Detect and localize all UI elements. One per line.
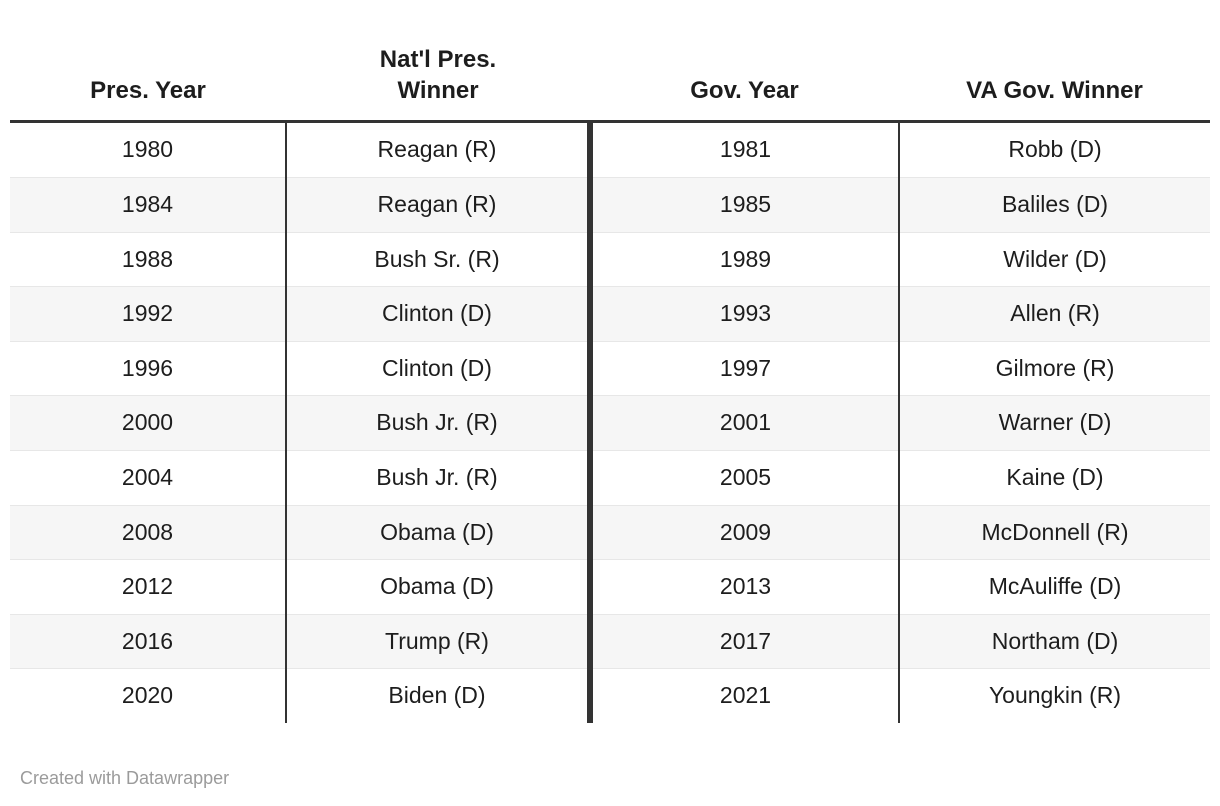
cell-gov-year: 2005 — [590, 449, 900, 506]
cell-gov-winner: Kaine (D) — [899, 449, 1210, 506]
cell-pres-year: 1980 — [10, 121, 287, 178]
cell-gov-winner: Warner (D) — [899, 395, 1210, 451]
cell-pres-year: 2020 — [10, 668, 287, 723]
header-row: Pres. Year Nat'l Pres. Winner Gov. Year … — [10, 0, 1210, 124]
cell-gov-winner: Baliles (D) — [899, 176, 1210, 233]
cell-pres-winner: Trump (R) — [286, 613, 593, 669]
cell-pres-year: 1988 — [10, 231, 287, 287]
cell-pres-year: 1992 — [10, 286, 287, 342]
cell-pres-winner: Reagan (R) — [286, 121, 593, 178]
cell-gov-winner: McDonnell (R) — [899, 504, 1210, 560]
table-row: 1984 Reagan (R) 1985 Baliles (D) — [10, 176, 1210, 233]
col-header-va-gov-winner: VA Gov. Winner — [899, 0, 1210, 124]
cell-gov-year: 2021 — [590, 668, 900, 723]
cell-pres-year: 2004 — [10, 449, 287, 506]
cell-gov-year: 1997 — [590, 340, 900, 396]
cell-gov-year: 2009 — [590, 504, 900, 560]
col-header-natl-pres-winner: Nat'l Pres. Winner — [286, 0, 590, 124]
table-row: 1988 Bush Sr. (R) 1989 Wilder (D) — [10, 231, 1210, 287]
cell-pres-year: 2000 — [10, 395, 287, 451]
cell-gov-winner: Robb (D) — [1008, 136, 1102, 163]
table-row: 2004 Bush Jr. (R) 2005 Kaine (D) — [10, 449, 1210, 506]
datawrapper-credit-link[interactable]: Created with Datawrapper — [20, 767, 230, 788]
cell-gov-year: 2001 — [590, 395, 900, 451]
cell-gov-winner: Youngkin (R) — [899, 668, 1210, 723]
table-body: 1980 Reagan (R) 1981 Robb (D) 1984 Reaga… — [10, 121, 1210, 723]
cell-pres-year: 1996 — [10, 340, 287, 396]
cell-pres-winner: Biden (D) — [286, 668, 593, 723]
col-header-pres-year: Pres. Year — [10, 0, 286, 124]
cell-pres-winner: Bush Jr. (R) — [286, 449, 593, 506]
col-header-gov-year: Gov. Year — [590, 0, 899, 124]
cell-gov-winner: Northam (D) — [899, 613, 1210, 669]
cell-gov-year: 1993 — [590, 286, 900, 342]
cell-pres-winner: Obama (D) — [286, 504, 593, 560]
cell-gov-year: 1981 — [590, 121, 900, 178]
cell-pres-winner: Clinton (D) — [286, 286, 593, 342]
cell-gov-year: 2013 — [590, 559, 900, 615]
cell-pres-winner: Reagan (R) — [286, 176, 593, 233]
cell-gov-winner: Allen (R) — [899, 286, 1210, 342]
cell-gov-winner: Gilmore (R) — [899, 340, 1210, 396]
table-row: 2016 Trump (R) 2017 Northam (D) — [10, 613, 1210, 669]
cell-gov-year: 1989 — [590, 231, 900, 287]
cell-gov-year: 2017 — [590, 613, 900, 669]
cell-pres-year: 2016 — [10, 613, 287, 669]
cell-gov-winner: Wilder (D) — [899, 231, 1210, 287]
table-row: 2000 Bush Jr. (R) 2001 Warner (D) — [10, 395, 1210, 451]
table-row: 1980 Reagan (R) 1981 Robb (D) — [10, 121, 1210, 178]
cell-pres-winner: Bush Jr. (R) — [286, 395, 593, 451]
cell-pres-winner: Clinton (D) — [286, 340, 593, 396]
table-row: 1992 Clinton (D) 1993 Allen (R) — [10, 286, 1210, 342]
election-comparison-table: Pres. Year Nat'l Pres. Winner Gov. Year … — [10, 0, 1210, 723]
cell-pres-winner: Obama (D) — [286, 559, 593, 615]
cell-pres-year: 2012 — [10, 559, 287, 615]
table-row: 2008 Obama (D) 2009 McDonnell (R) — [10, 504, 1210, 560]
datawrapper-table-chart: Pres. Year Nat'l Pres. Winner Gov. Year … — [10, 0, 1210, 788]
cell-gov-winner: McAuliffe (D) — [899, 559, 1210, 615]
cell-pres-year: 2008 — [10, 504, 287, 560]
cell-pres-winner: Bush Sr. (R) — [286, 231, 593, 287]
cell-pres-year: 1984 — [10, 176, 287, 233]
cell-gov-year: 1985 — [590, 176, 900, 233]
table-row: 1996 Clinton (D) 1997 Gilmore (R) — [10, 340, 1210, 396]
table-row: 2020 Biden (D) 2021 Youngkin (R) — [10, 668, 1210, 723]
table-row: 2012 Obama (D) 2013 McAuliffe (D) — [10, 559, 1210, 615]
table-header: Pres. Year Nat'l Pres. Winner Gov. Year … — [10, 0, 1210, 124]
